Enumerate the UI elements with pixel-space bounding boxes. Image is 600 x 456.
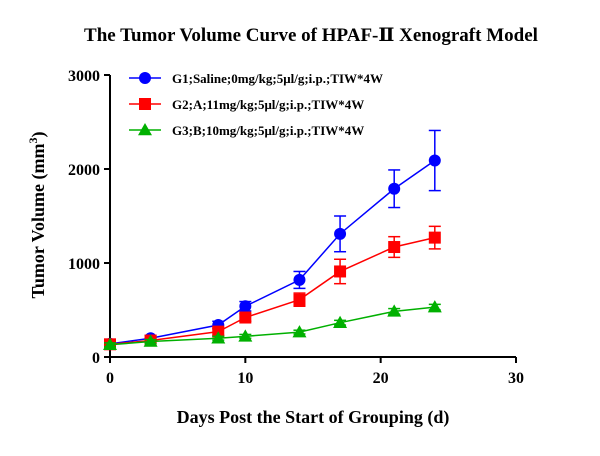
y-tick-label: 1000 (68, 256, 100, 273)
x-tick-label: 30 (508, 370, 524, 387)
y-axis-label-main: Tumor Volume (mm (28, 143, 49, 298)
legend-label: G2;A;11mg/kg;5μl/g;i.p.;TIW*4W (172, 97, 364, 112)
series-2-point (428, 231, 441, 244)
legend-label: G3;B;10mg/kg;5μl/g;i.p.;TIW*4W (172, 123, 364, 138)
series-1-point (334, 227, 347, 240)
ticks: 0 10 20 30 0 1000 2000 3000 (68, 68, 524, 387)
series-3-point (211, 331, 226, 344)
legend-marker (138, 123, 152, 136)
series-3-point (333, 315, 348, 328)
legend-entry-3: G3;B;10mg/kg;5μl/g;i.p.;TIW*4W (129, 123, 364, 138)
series-1-point (388, 182, 401, 195)
series-3-point (427, 300, 442, 313)
series-1-point (428, 154, 441, 167)
series-2-point (388, 241, 401, 254)
series-2-point (239, 311, 252, 324)
series-2-line (109, 236, 435, 346)
chart-title: The Tumor Volume Curve of HPAF-Ⅱ Xenogra… (84, 25, 538, 46)
series-2-point (293, 293, 306, 306)
x-tick-label: 20 (373, 370, 389, 387)
y-tick-label: 0 (92, 350, 100, 367)
svg-text:Tumor Volume (mm3): Tumor Volume (mm3) (26, 131, 49, 298)
series-2-point (334, 265, 347, 278)
series-layer (103, 129, 442, 351)
y-tick-label: 3000 (68, 68, 100, 85)
series-3-point (143, 334, 158, 347)
series-2 (104, 225, 441, 351)
legend-label: G1;Saline;0mg/kg;5μl/g;i.p.;TIW*4W (172, 71, 383, 86)
x-tick-label: 10 (237, 370, 253, 387)
axes (109, 75, 516, 358)
y-tick-label: 2000 (68, 162, 100, 179)
legend: G1;Saline;0mg/kg;5μl/g;i.p.;TIW*4W G2;A;1… (129, 71, 383, 138)
legend-entry-1: G1;Saline;0mg/kg;5μl/g;i.p.;TIW*4W (129, 71, 383, 86)
series-3-point (238, 329, 253, 342)
y-axis-label-suffix: ) (28, 131, 49, 137)
series-3-line (109, 306, 435, 346)
x-tick-label: 0 (106, 370, 114, 387)
y-axis-label: Tumor Volume (mm3) (26, 131, 49, 298)
series-3 (103, 300, 442, 351)
x-axis-label: Days Post the Start of Grouping (d) (177, 407, 450, 428)
legend-marker (139, 72, 151, 84)
series-3-point (103, 337, 117, 351)
legend-entry-2: G2;A;11mg/kg;5μl/g;i.p.;TIW*4W (129, 97, 364, 112)
series-1-point (239, 300, 252, 313)
y-axis-label-superscript: 3 (26, 137, 40, 143)
series-3-point (292, 325, 307, 338)
legend-marker (139, 98, 151, 110)
series-3-point (387, 304, 402, 317)
series-1-line (109, 159, 436, 345)
series-1-point (293, 273, 306, 286)
series-1 (104, 129, 441, 350)
